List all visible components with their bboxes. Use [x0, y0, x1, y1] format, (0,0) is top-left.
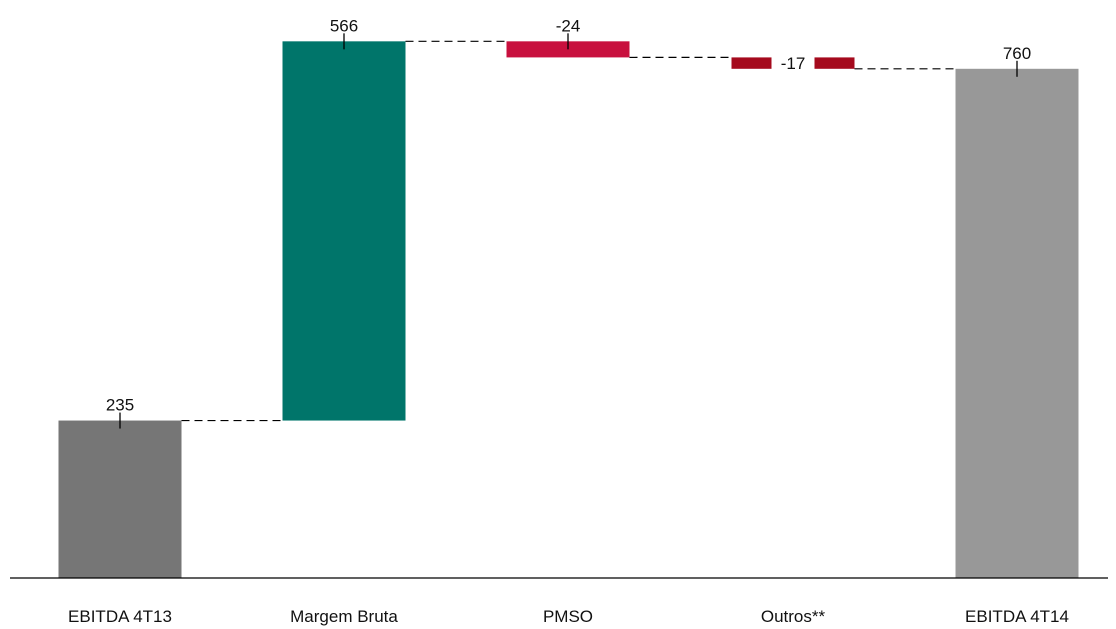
data-label-outros: -17 — [781, 54, 806, 73]
bar-ebitda-4t13 — [58, 420, 182, 578]
data-label-ebitda-4t13: 235 — [106, 396, 134, 415]
category-labels: EBITDA 4T13 Margem Bruta PMSO Outros** EBITD… — [68, 607, 1069, 626]
bar-ebitda-4t14 — [955, 68, 1079, 579]
category-label-margem-bruta: Margem Bruta — [290, 607, 398, 626]
bar-outros-right — [814, 57, 855, 69]
category-label-ebitda-4t13: EBITDA 4T13 — [68, 607, 172, 626]
bars-group — [58, 41, 1079, 579]
connector-lines — [181, 40, 956, 422]
data-label-pmso: -24 — [556, 16, 581, 35]
tick-marks — [119, 33, 1018, 429]
category-label-outros: Outros** — [761, 607, 826, 626]
category-label-ebitda-4t14: EBITDA 4T14 — [965, 607, 1069, 626]
data-label-ebitda-4t14: 760 — [1003, 44, 1031, 63]
bar-outros-left — [731, 57, 772, 69]
category-label-pmso: PMSO — [543, 607, 593, 626]
bar-pmso — [506, 41, 630, 58]
data-labels: 235 566 -24 -17 760 — [106, 16, 1031, 414]
bar-margem-bruta — [282, 41, 406, 421]
data-label-margem-bruta: 566 — [330, 16, 358, 35]
